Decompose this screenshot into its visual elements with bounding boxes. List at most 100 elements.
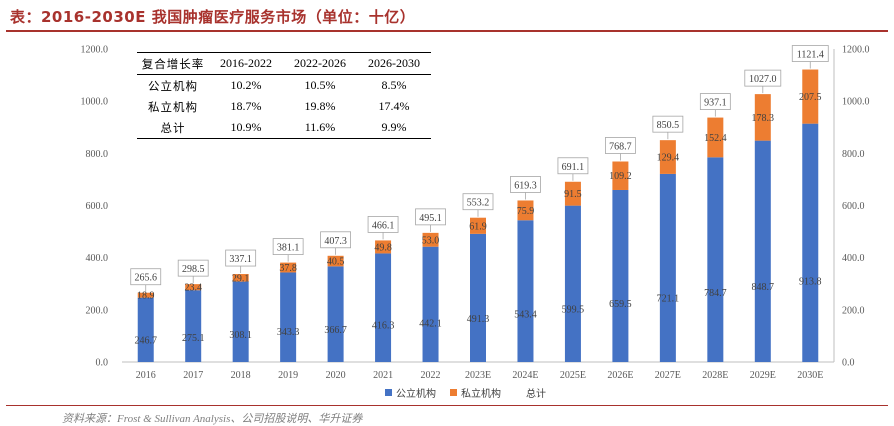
data-label-private: 18.9: [137, 291, 155, 302]
y-tick-label: 0.0: [96, 358, 109, 369]
table-cell: 18.7%: [230, 99, 262, 113]
y2-tick-label: 400.0: [842, 253, 865, 264]
bar-public: [802, 123, 819, 362]
data-label-private: 53.0: [422, 235, 440, 246]
x-tick-label: 2030E: [797, 370, 823, 381]
y-tick-label: 800.0: [86, 149, 109, 160]
legend-item-private: 私立机构: [450, 385, 501, 400]
bar-public: [185, 290, 202, 362]
table-cell: 19.8%: [304, 99, 336, 113]
data-label-private: 49.8: [374, 242, 392, 253]
x-tick-label: 2022: [421, 370, 441, 381]
x-tick-label: 2020: [326, 370, 346, 381]
data-label-total: 937.1: [704, 98, 727, 109]
bar-private: [612, 161, 629, 190]
table-cell: 9.9%: [357, 117, 431, 139]
data-label-public: 275.1: [182, 333, 205, 344]
bar-private: [517, 200, 534, 221]
table-header-cell: 2026-2030: [357, 52, 431, 75]
data-label-private: 178.3: [752, 113, 775, 124]
table-row: 总计 10.9% 11.6% 9.9%: [137, 117, 431, 139]
data-label-private: 61.9: [469, 221, 487, 232]
x-tick-label: 2025E: [560, 370, 586, 381]
x-tick-label: 2019: [278, 370, 298, 381]
data-label-public: 491.3: [467, 314, 490, 325]
bar-private: [137, 292, 154, 298]
y2-tick-label: 600.0: [842, 201, 865, 212]
data-label-private: 129.4: [657, 153, 680, 164]
bar-public: [517, 220, 534, 362]
data-label-public: 343.3: [277, 327, 300, 338]
bar-public: [564, 205, 581, 362]
x-tick-label: 2017: [183, 370, 203, 381]
data-label-public: 543.4: [514, 309, 537, 320]
cagr-table: 复合增长率 2016-2022 2022-2026 2026-2030 公立机构…: [137, 52, 431, 139]
bar-public: [327, 266, 344, 362]
data-label-public: 848.7: [752, 282, 775, 293]
x-tick-label: 2018: [231, 370, 251, 381]
legend-label-private: 私立机构: [461, 389, 501, 400]
bar-private: [232, 274, 249, 282]
bar-public: [280, 272, 297, 362]
y-tick-label: 1200.0: [81, 45, 109, 56]
bar-public: [659, 173, 676, 362]
x-tick-label: 2021: [373, 370, 393, 381]
source-note: 资料来源：Frost & Sullivan Analysis、公司招股说明、华升…: [62, 413, 363, 425]
x-tick-label: 2024E: [512, 370, 538, 381]
data-label-public: 308.1: [229, 330, 252, 341]
table-row: 公立机构 10.2% 10.5% 8.5%: [137, 75, 431, 97]
data-label-total: 553.2: [467, 198, 490, 209]
data-label-public: 721.1: [657, 294, 680, 305]
x-tick-label: 2027E: [655, 370, 681, 381]
table-cell: 10.9%: [209, 117, 283, 139]
legend-swatch-public: [385, 389, 392, 396]
data-label-public: 659.5: [609, 299, 632, 310]
data-label-total: 337.1: [229, 254, 252, 265]
data-label-total: 381.1: [277, 243, 300, 254]
legend-label-public: 公立机构: [396, 389, 436, 400]
y2-tick-label: 1000.0: [842, 97, 870, 108]
bar-private: [564, 181, 581, 206]
bar-private: [707, 117, 724, 158]
y-tick-label: 600.0: [86, 201, 109, 212]
bar-public: [707, 157, 724, 362]
page-title: 表：2016-2030E 我国肿瘤医疗服务市场（单位：十亿）: [10, 8, 416, 26]
data-label-total: 466.1: [372, 220, 395, 231]
data-label-total: 298.5: [182, 264, 205, 275]
data-label-private: 37.8: [279, 263, 297, 274]
title-rule: [6, 30, 888, 32]
table-row-label: 公立机构: [148, 78, 198, 93]
bar-private: [375, 240, 392, 254]
bar-private: [659, 140, 676, 174]
table-cell: 17.4%: [378, 99, 410, 113]
data-label-total: 1121.4: [797, 50, 824, 61]
data-label-total: 1027.0: [749, 74, 777, 85]
x-tick-label: 2029E: [750, 370, 776, 381]
data-label-total: 691.1: [562, 162, 585, 173]
bar-private: [470, 217, 486, 234]
y2-tick-label: 800.0: [842, 149, 865, 160]
data-label-public: 599.5: [562, 304, 585, 315]
bar-private: [327, 255, 344, 267]
legend-label-total: 总计: [526, 389, 546, 400]
bar-private: [185, 284, 202, 291]
y-tick-label: 1000.0: [81, 97, 109, 108]
data-label-total: 768.7: [609, 141, 632, 152]
table-row: 私立机构 18.7% 19.8% 17.4%: [137, 96, 431, 117]
data-label-total: 850.5: [657, 120, 680, 131]
data-label-public: 416.3: [372, 321, 395, 332]
bar-public: [754, 140, 771, 362]
bar-private: [754, 94, 771, 141]
y2-tick-label: 200.0: [842, 305, 865, 316]
table-header-row: 复合增长率 2016-2022 2022-2026 2026-2030: [137, 52, 431, 75]
bar-public: [470, 233, 486, 362]
legend-item-public: 公立机构: [385, 385, 436, 400]
y2-tick-label: 0.0: [842, 358, 855, 369]
data-label-private: 109.2: [609, 171, 632, 182]
table-row-label: 总计: [137, 117, 209, 139]
data-label-private: 207.5: [799, 92, 822, 103]
data-label-total: 495.1: [419, 213, 442, 224]
bar-public: [232, 281, 249, 362]
data-label-private: 40.5: [327, 257, 345, 268]
bar-private: [280, 262, 297, 273]
